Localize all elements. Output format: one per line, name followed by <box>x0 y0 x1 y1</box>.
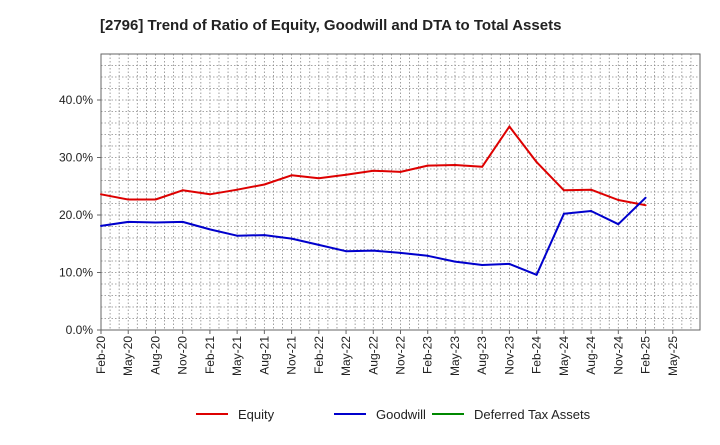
data-point-equity <box>399 170 402 173</box>
x-tick-label: Nov-23 <box>502 336 516 375</box>
data-point-goodwill <box>590 209 593 212</box>
legend-label-goodwill: Goodwill <box>376 407 426 422</box>
x-tick-label: May-24 <box>557 336 571 376</box>
x-tick-label: Aug-20 <box>148 336 162 375</box>
data-point-equity <box>590 188 593 191</box>
legend-label-equity: Equity <box>238 407 275 422</box>
data-point-goodwill <box>535 273 538 276</box>
x-tick-label: Nov-24 <box>611 336 625 375</box>
x-tick-label: Aug-24 <box>584 336 598 375</box>
y-axis: 0.0% 10.0% 20.0% 30.0% 40.0% <box>59 93 101 337</box>
y-tick-label: 30.0% <box>59 151 93 165</box>
x-tick-label: May-20 <box>121 336 135 376</box>
data-point-goodwill <box>236 234 239 237</box>
x-tick-label: Feb-23 <box>421 336 435 374</box>
grid <box>101 54 700 330</box>
data-point-goodwill <box>399 251 402 254</box>
data-point-goodwill <box>644 196 647 199</box>
data-point-goodwill <box>181 220 184 223</box>
data-point-goodwill <box>345 250 348 253</box>
data-point-equity <box>181 189 184 192</box>
chart-title: [2796] Trend of Ratio of Equity, Goodwil… <box>100 17 561 34</box>
y-tick-label: 10.0% <box>59 266 93 280</box>
x-axis: Feb-20 May-20 Aug-20 Nov-20 Feb-21 May-21 Aug-… <box>94 330 680 376</box>
x-tick-label: Feb-21 <box>203 336 217 374</box>
data-point-equity <box>562 189 565 192</box>
data-point-equity <box>535 161 538 164</box>
data-point-equity <box>508 125 511 128</box>
data-point-equity <box>127 198 130 201</box>
data-point-equity <box>426 164 429 167</box>
data-point-goodwill <box>617 223 620 226</box>
data-point-equity <box>372 169 375 172</box>
x-tick-label: Nov-22 <box>394 336 408 375</box>
data-point-goodwill <box>208 228 211 231</box>
y-tick-label: 40.0% <box>59 93 93 107</box>
data-point-equity <box>290 174 293 177</box>
y-tick-label: 20.0% <box>59 208 93 222</box>
legend-label-deferred-tax-assets: Deferred Tax Assets <box>474 407 591 422</box>
data-point-goodwill <box>263 234 266 237</box>
data-point-goodwill <box>317 243 320 246</box>
data-point-equity <box>317 177 320 180</box>
data-point-goodwill <box>453 260 456 263</box>
data-point-equity <box>208 193 211 196</box>
data-point-goodwill <box>508 262 511 265</box>
data-point-equity <box>481 165 484 168</box>
x-tick-label: Feb-20 <box>94 336 108 374</box>
data-point-goodwill <box>290 237 293 240</box>
x-tick-label: May-22 <box>339 336 353 376</box>
data-point-equity <box>100 193 102 196</box>
x-tick-label: Feb-25 <box>639 336 653 374</box>
y-tick-label: 0.0% <box>66 323 94 337</box>
x-tick-label: May-23 <box>448 336 462 376</box>
x-tick-label: May-25 <box>666 336 680 376</box>
x-tick-label: Feb-24 <box>530 336 544 374</box>
data-point-equity <box>154 198 157 201</box>
data-point-equity <box>453 163 456 166</box>
data-point-goodwill <box>127 220 130 223</box>
data-point-goodwill <box>100 224 102 227</box>
data-point-goodwill <box>481 264 484 267</box>
data-point-goodwill <box>562 212 565 215</box>
x-tick-label: Aug-22 <box>366 336 380 375</box>
series-group <box>100 125 647 276</box>
data-point-equity <box>236 188 239 191</box>
x-tick-label: Aug-23 <box>475 336 489 375</box>
data-point-equity <box>263 183 266 186</box>
data-point-goodwill <box>372 249 375 252</box>
data-point-goodwill <box>426 254 429 257</box>
data-point-equity <box>644 204 647 207</box>
x-tick-label: Nov-20 <box>176 336 190 375</box>
x-tick-label: Nov-21 <box>285 336 299 375</box>
data-point-goodwill <box>154 221 157 224</box>
x-tick-label: Feb-22 <box>312 336 326 374</box>
data-point-equity <box>617 199 620 202</box>
x-tick-label: May-21 <box>230 336 244 376</box>
data-point-equity <box>345 173 348 176</box>
legend: Equity Goodwill Deferred Tax Assets <box>196 407 591 422</box>
x-tick-label: Aug-21 <box>257 336 271 375</box>
